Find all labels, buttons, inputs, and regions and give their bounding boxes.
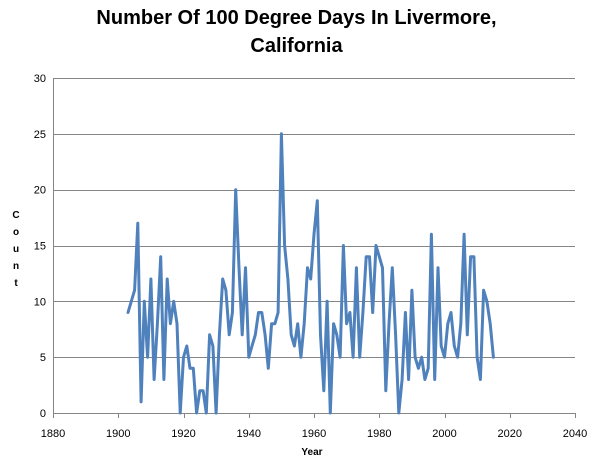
x-tick-label: 2020 <box>498 428 522 440</box>
y-tick-label: 5 <box>40 352 46 364</box>
y-tick-label: 10 <box>34 296 46 308</box>
x-tick-label: 1940 <box>237 428 261 440</box>
y-axis-label-char: n <box>13 261 19 272</box>
y-tick-label: 15 <box>34 241 46 253</box>
y-axis-label-char: t <box>14 278 18 289</box>
x-tick-label: 1900 <box>106 428 130 440</box>
y-tick-label: 25 <box>34 129 46 141</box>
x-axis-label: Year <box>301 447 322 458</box>
x-tick-label: 1880 <box>41 428 65 440</box>
chart-title: Number Of 100 Degree Days In Livermore, … <box>0 4 593 60</box>
y-axis-label-char: u <box>13 244 19 255</box>
y-tick-labels: 0 5 10 15 20 25 30 <box>34 73 46 420</box>
y-tick-label: 20 <box>34 185 46 197</box>
y-tick-label: 0 <box>40 408 46 420</box>
series-line <box>126 132 495 415</box>
y-axis-label-char: o <box>13 227 19 238</box>
x-tick-label: 2000 <box>432 428 456 440</box>
gridlines <box>53 78 575 358</box>
x-tick-label: 1960 <box>302 428 326 440</box>
y-tick-label: 30 <box>34 73 46 85</box>
y-axis-label-char: C <box>12 210 19 221</box>
series-layer <box>126 132 495 415</box>
x-tick-label: 1980 <box>367 428 391 440</box>
chart-title-line-2: California <box>250 35 343 57</box>
x-tick-labels: 1880 1900 1920 1940 1960 1980 2000 2020 2040 <box>41 428 587 440</box>
axes <box>53 78 576 418</box>
chart-title-line-1: Number Of 100 Degree Days In Livermore, <box>96 7 497 29</box>
x-tick-label: 1920 <box>171 428 195 440</box>
x-tick-label: 2040 <box>563 428 587 440</box>
